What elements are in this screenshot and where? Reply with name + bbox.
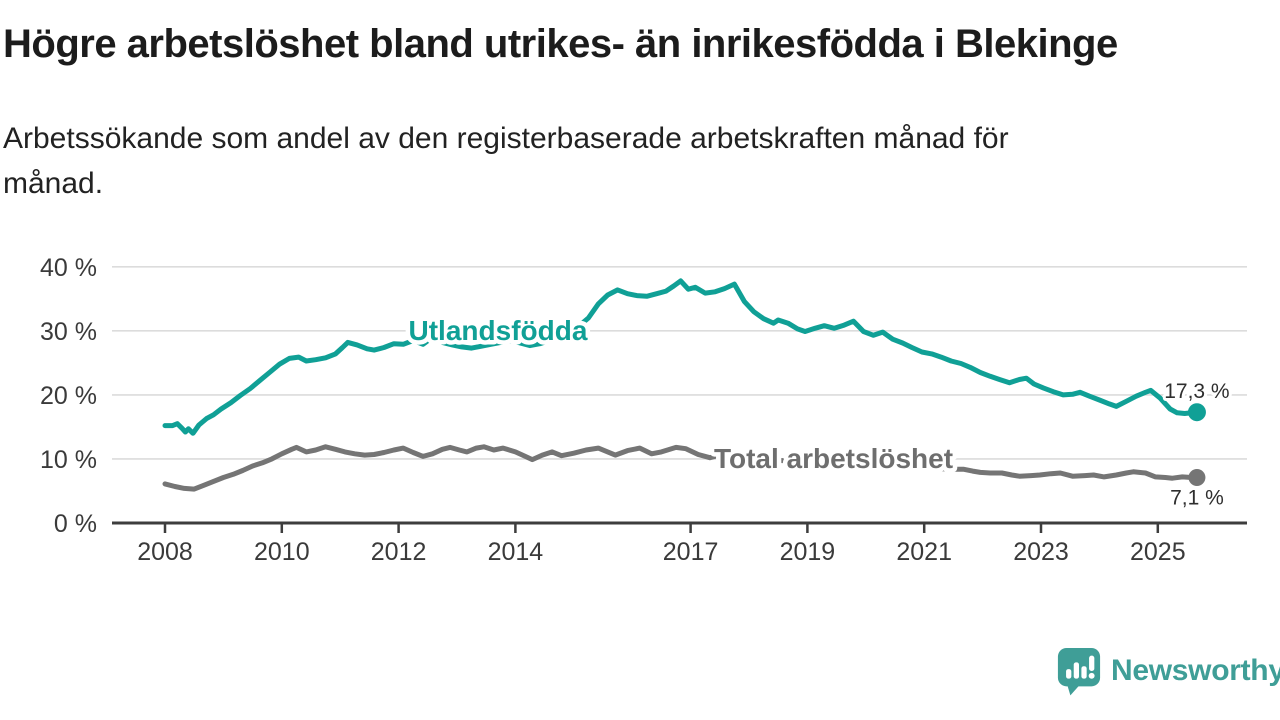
chart-subtitle-line1: Arbetssökande som andel av den registerb…: [3, 122, 1009, 155]
newsworthy-logo: Newsworthy: [1056, 646, 1280, 696]
y-axis-tick-label: 0 %: [54, 510, 97, 538]
x-axis-tick-label: 2017: [663, 538, 719, 566]
x-axis-tick-label: 2023: [1013, 538, 1069, 566]
x-axis-tick-label: 2025: [1130, 538, 1186, 566]
series-label-total-arbetsloshet: Total arbetslöshet: [714, 443, 953, 474]
y-axis-tick-label: 30 %: [40, 318, 97, 346]
x-axis-tick-label: 2014: [488, 538, 544, 566]
y-axis-tick-label: 10 %: [40, 446, 97, 474]
series-line-total-arbetsloshet: [162, 444, 1200, 492]
y-axis-tick-label: 20 %: [40, 382, 97, 410]
x-axis-tick-label: 2008: [137, 538, 193, 566]
series-line-utlandsfodda: [162, 278, 1200, 436]
newsworthy-logo-text: Newsworthy: [1111, 654, 1280, 687]
chart-subtitle: Arbetssökande som andel av den registerb…: [3, 116, 1009, 206]
series-label-utlandsfodda: Utlandsfödda: [409, 315, 588, 346]
x-axis-tick-label: 2010: [254, 538, 310, 566]
x-axis-tick-label: 2021: [896, 538, 952, 566]
newsworthy-logo-icon: [1057, 648, 1101, 696]
chart-subtitle-line2: månad.: [3, 167, 104, 200]
end-dot-total-arbetsloshet: [1188, 469, 1206, 487]
x-axis-tick-label: 2019: [780, 538, 836, 566]
end-value-label-total-arbetsloshet: 7,1 %: [1170, 487, 1224, 510]
y-axis-tick-label: 40 %: [40, 254, 97, 282]
x-axis-tick-label: 2012: [371, 538, 427, 566]
end-dot-utlandsfodda: [1187, 403, 1206, 422]
chart-title: Högre arbetslöshet bland utrikes- än inr…: [3, 22, 1118, 66]
end-value-label-utlandsfodda: 17,3 %: [1164, 380, 1229, 403]
